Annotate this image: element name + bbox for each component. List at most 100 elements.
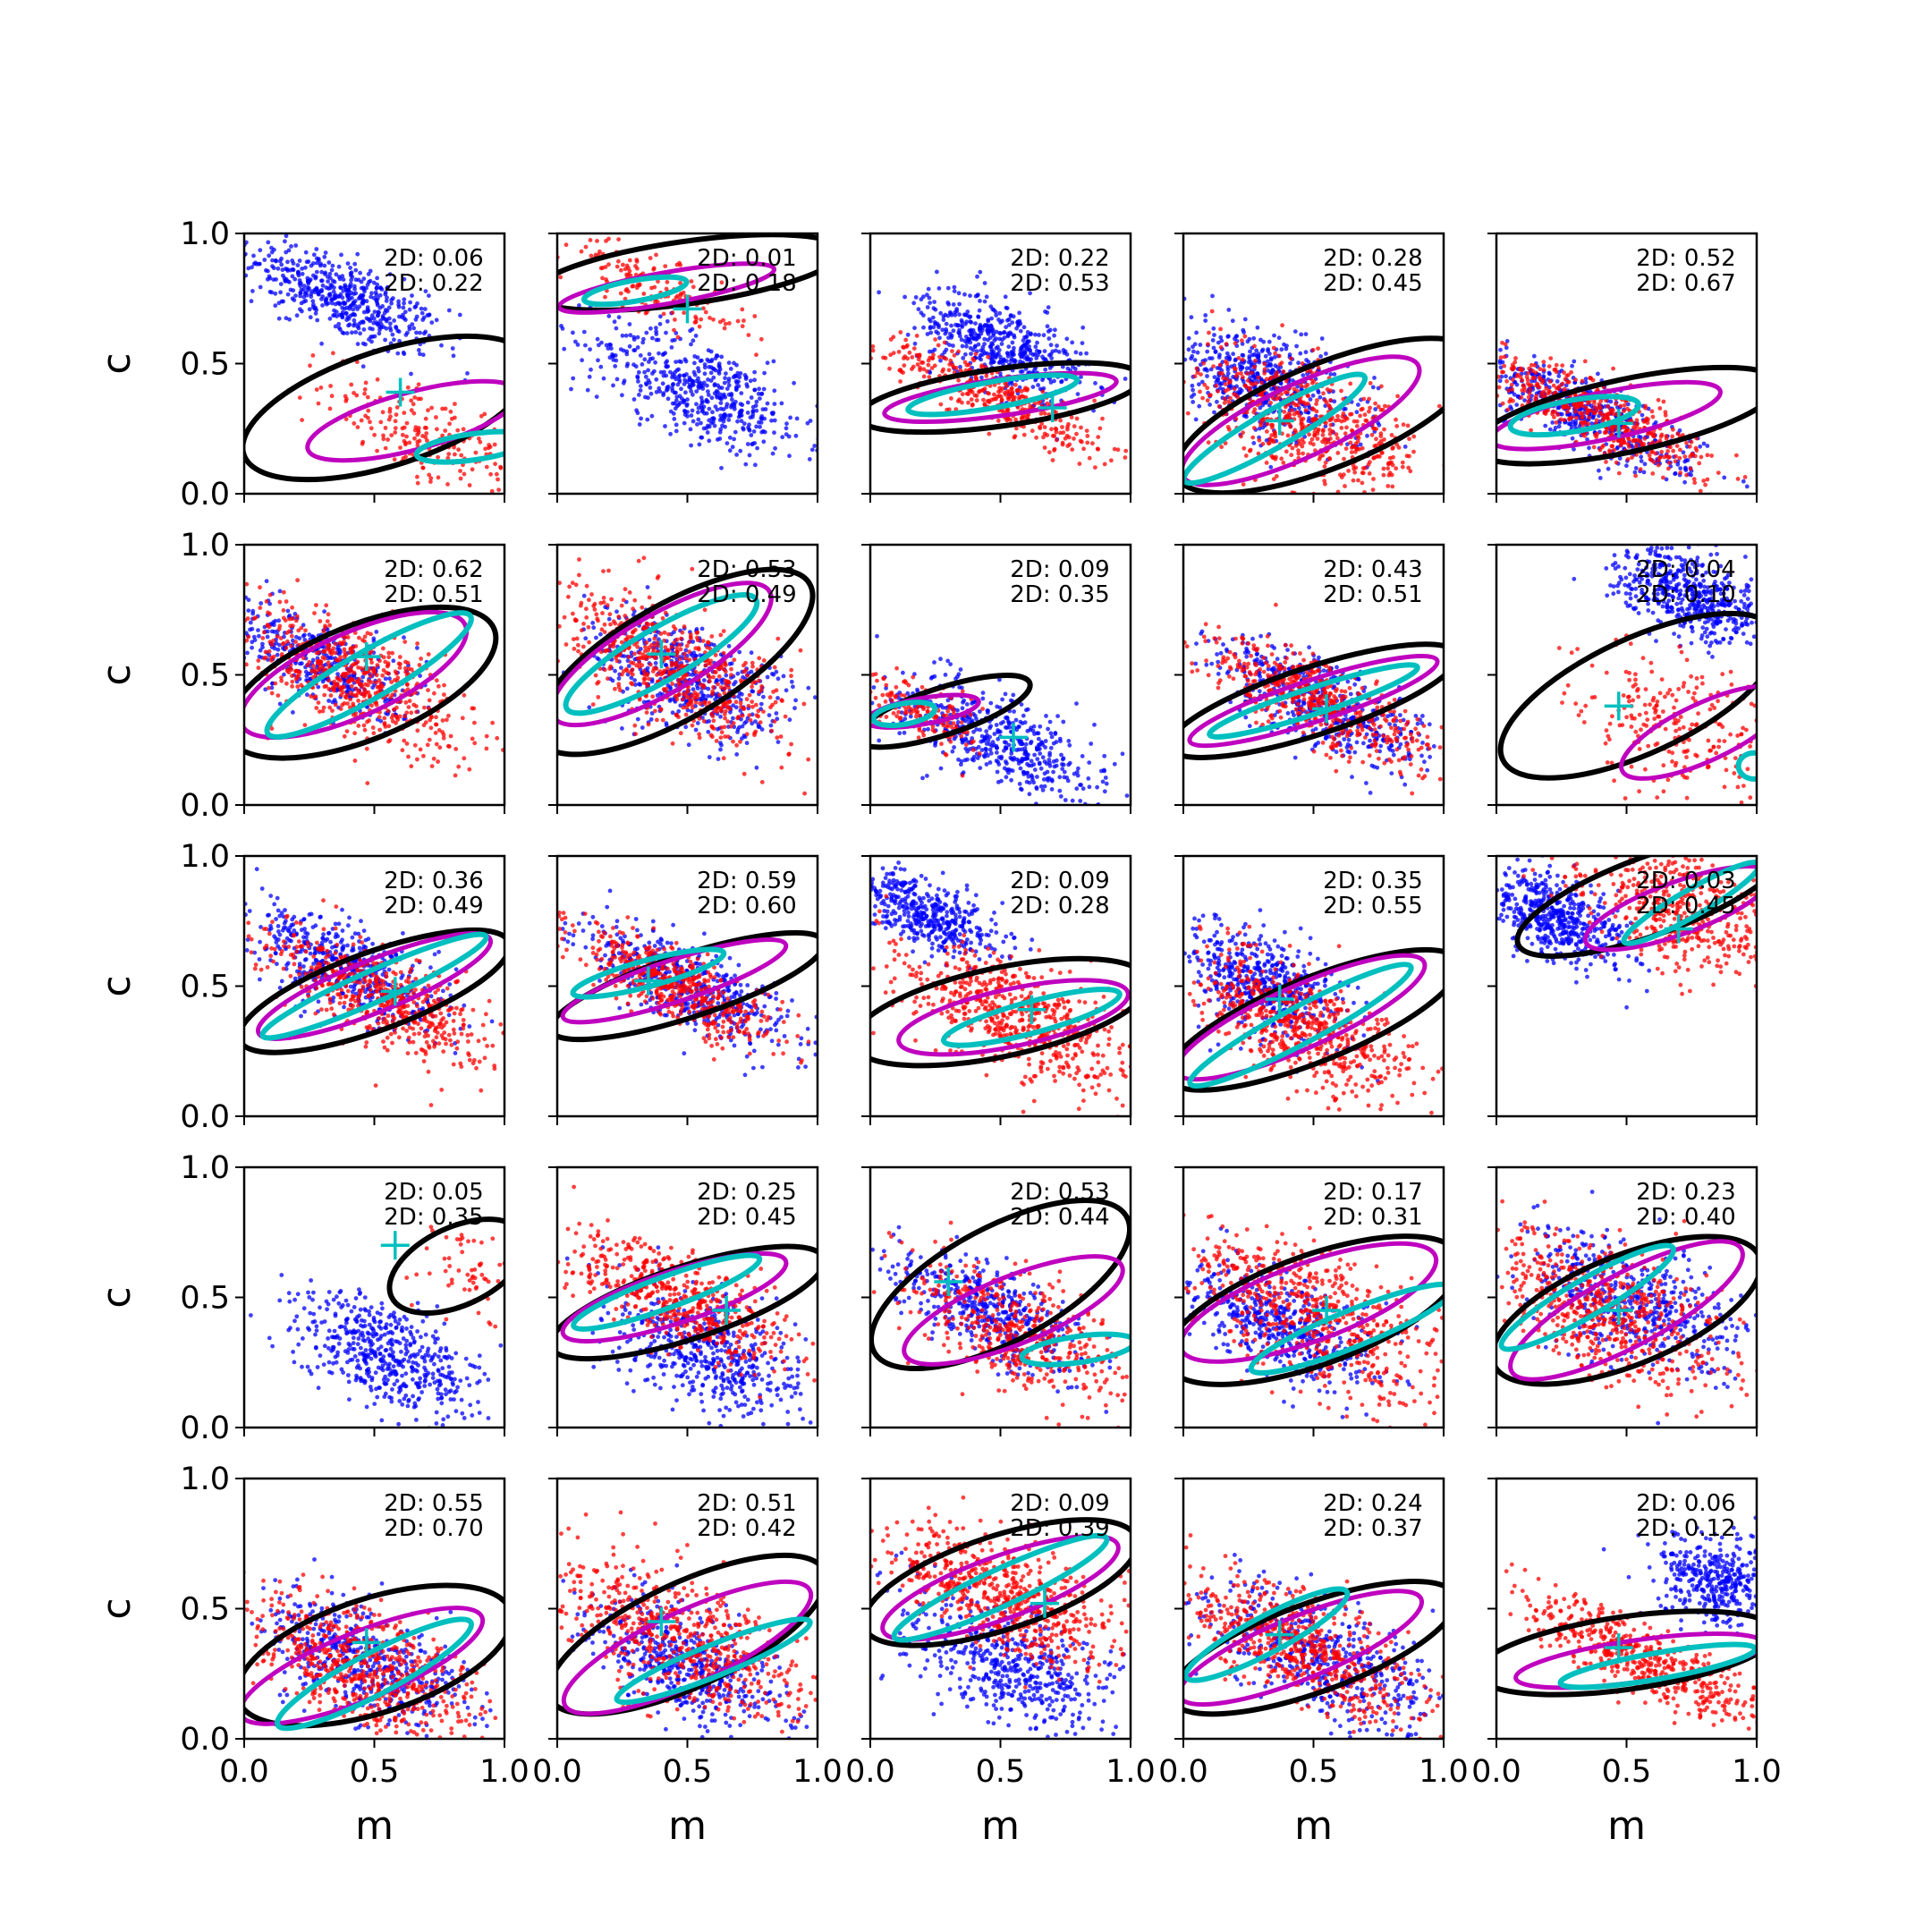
red-point [1580, 378, 1585, 384]
red-point [926, 362, 931, 368]
red-point [1368, 405, 1372, 411]
red-point [914, 352, 919, 358]
blue-point [1174, 324, 1179, 328]
panel-plot-area [870, 269, 1131, 474]
blue-point [938, 310, 944, 316]
blue-point [1589, 421, 1594, 426]
red-point [1335, 451, 1341, 455]
red-point [1017, 394, 1022, 400]
blue-point [253, 260, 258, 266]
blue-point [965, 336, 970, 342]
blue-point [953, 312, 958, 318]
red-point [1671, 448, 1676, 453]
blue-point [1497, 378, 1503, 384]
red-point [1591, 445, 1597, 450]
red-point [1622, 402, 1627, 408]
red-point [461, 427, 466, 432]
red-point [1358, 413, 1362, 419]
blue-point [978, 352, 983, 358]
red-point [1289, 453, 1294, 458]
red-point [426, 408, 430, 413]
blue-point [753, 462, 758, 468]
red-point [572, 511, 577, 515]
blue-point [949, 335, 953, 340]
blue-point [189, 596, 193, 600]
blue-point [1608, 399, 1614, 404]
blue-point [336, 321, 342, 326]
blue-point [237, 595, 242, 599]
red-point [1151, 356, 1156, 360]
blue-point [990, 327, 996, 333]
blue-point [1463, 363, 1468, 368]
red-point [1322, 479, 1327, 483]
red-point [1284, 404, 1288, 410]
blue-point [1203, 313, 1208, 318]
red-point [589, 253, 594, 258]
red-point [1461, 319, 1465, 324]
red-point [1034, 435, 1038, 440]
red-point [1208, 393, 1213, 398]
blue-point [575, 343, 580, 347]
blue-point [787, 453, 792, 459]
blue-point [702, 371, 708, 377]
red-point [938, 402, 944, 407]
blue-point [313, 311, 318, 316]
blue-point [913, 295, 919, 300]
red-point [758, 336, 764, 342]
stat-label: 2D: 0.18 [697, 270, 796, 297]
red-point [1000, 386, 1005, 391]
red-point [1207, 330, 1211, 335]
blue-point [265, 634, 270, 640]
blue-point [674, 422, 679, 428]
blue-point [724, 402, 730, 407]
red-point [1380, 450, 1385, 455]
red-point [422, 425, 428, 430]
blue-point [658, 314, 663, 319]
panel-plot-area [1461, 319, 1757, 494]
blue-point [624, 352, 630, 357]
blue-point [932, 300, 936, 304]
blue-point [245, 650, 250, 656]
blue-point [699, 435, 704, 440]
blue-point [407, 307, 412, 312]
blue-point [700, 386, 706, 391]
blue-point [403, 333, 409, 337]
red-point [915, 362, 920, 367]
blue-point [298, 307, 302, 312]
red-point [1161, 405, 1165, 410]
blue-point [384, 299, 389, 303]
blue-point [342, 306, 347, 311]
blue-point [601, 376, 606, 381]
red-point [691, 284, 696, 290]
red-point [936, 343, 941, 348]
red-point [1072, 436, 1076, 441]
blue-point [371, 316, 377, 321]
blue-point [1006, 323, 1012, 327]
red-point [398, 445, 402, 450]
red-point [1167, 385, 1172, 389]
red-point [1300, 361, 1305, 366]
blue-point [1557, 420, 1563, 425]
blue-point [1318, 354, 1323, 359]
blue-point [344, 684, 349, 690]
blue-point [736, 414, 741, 419]
blue-point [394, 325, 398, 329]
red-point [1014, 426, 1019, 431]
blue-point [402, 309, 408, 315]
blue-point [365, 305, 370, 309]
red-point [453, 402, 457, 406]
blue-point [1248, 349, 1252, 354]
red-point [1462, 354, 1466, 359]
blue-point [347, 284, 352, 289]
red-point [1555, 412, 1561, 418]
blue-point [1226, 308, 1232, 312]
blue-point [275, 647, 281, 652]
red-point [1271, 455, 1276, 460]
red-point [1520, 368, 1524, 373]
blue-point [1174, 297, 1178, 301]
blue-point [1303, 350, 1309, 355]
blue-point [998, 331, 1003, 336]
blue-point [273, 303, 278, 309]
red-point [1387, 470, 1393, 476]
